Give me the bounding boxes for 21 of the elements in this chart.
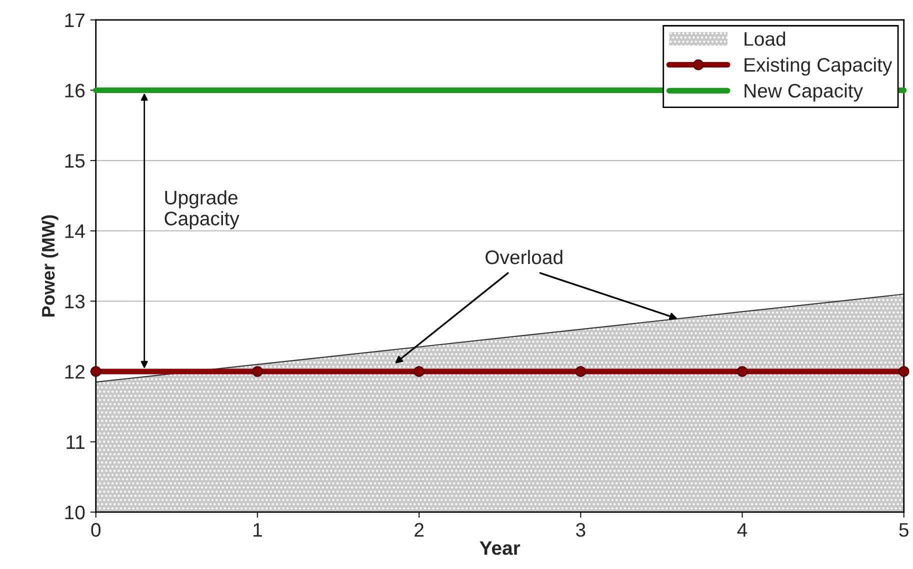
y-axis-title: Power (MW) — [41, 215, 58, 316]
y-tick-label: 12 — [65, 364, 84, 379]
y-tick-label: 15 — [65, 154, 85, 168]
x-tick-label: 5 — [899, 523, 908, 537]
y-tick-label: 14 — [65, 224, 85, 238]
y-tick-label: 10 — [65, 506, 85, 520]
x-tick-label: 1 — [254, 523, 262, 537]
x-tick-label: 3 — [576, 523, 586, 537]
x-tick-label: 2 — [414, 523, 424, 537]
legend-label: Load — [744, 32, 786, 46]
x-tick-label: 0 — [91, 523, 101, 537]
y-tick-label: 17 — [65, 14, 84, 27]
x-axis-title: Year — [480, 541, 520, 555]
y-tick-label: 11 — [66, 435, 84, 449]
annotation: Overload — [486, 250, 562, 264]
x-tick-label: 4 — [737, 523, 748, 537]
y-tick-label: 13 — [65, 294, 85, 308]
y-tick-label: 16 — [65, 84, 85, 98]
annotation: Upgrade Capacity — [164, 190, 240, 230]
legend-label: Existing Capacity — [744, 57, 892, 76]
legend-label: New Capacity — [744, 83, 863, 102]
